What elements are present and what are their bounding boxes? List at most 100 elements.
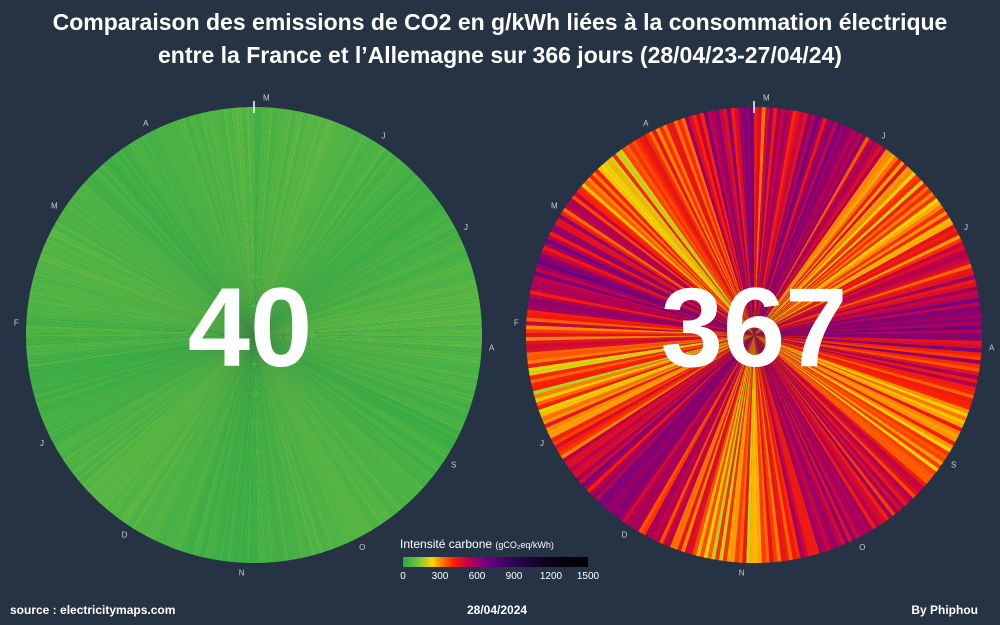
month-label: S bbox=[451, 461, 456, 470]
day-wedge bbox=[552, 335, 754, 446]
day-wedge bbox=[754, 335, 890, 521]
day-wedge bbox=[528, 297, 754, 335]
day-wedge bbox=[526, 335, 754, 357]
day-wedge bbox=[606, 335, 754, 512]
day-wedge bbox=[230, 107, 254, 335]
day-wedge bbox=[254, 335, 270, 563]
day-wedge bbox=[754, 335, 880, 528]
day-wedge bbox=[754, 335, 939, 472]
day-wedge bbox=[648, 131, 754, 335]
day-wedge bbox=[30, 286, 255, 335]
day-wedge bbox=[754, 111, 801, 335]
day-wedge bbox=[250, 106, 255, 336]
day-wedge bbox=[576, 188, 754, 335]
day-wedge bbox=[699, 335, 754, 558]
day-wedge bbox=[254, 335, 402, 512]
day-wedge bbox=[754, 238, 963, 335]
day-wedge bbox=[192, 114, 254, 335]
day-wedge bbox=[254, 290, 479, 335]
day-wedge bbox=[254, 335, 446, 463]
day-wedge bbox=[754, 335, 824, 554]
day-wedge bbox=[754, 198, 939, 335]
day-wedge bbox=[754, 335, 966, 425]
day-wedge bbox=[254, 169, 414, 335]
day-wedge bbox=[688, 115, 754, 335]
month-label: A bbox=[643, 119, 649, 128]
day-wedge bbox=[754, 113, 813, 335]
day-wedge bbox=[218, 335, 254, 561]
day-wedge bbox=[254, 335, 262, 563]
day-wedge bbox=[148, 131, 254, 335]
day-wedge bbox=[254, 163, 408, 335]
day-wedge bbox=[699, 112, 754, 335]
day-wedge bbox=[254, 335, 349, 544]
day-wedge bbox=[754, 282, 977, 335]
day-wedge bbox=[538, 335, 754, 414]
day-wedge bbox=[754, 335, 930, 485]
day-wedge bbox=[538, 256, 754, 335]
color-legend: Intensité carbone (gCO₂eq/kWh) 0 300 600 90… bbox=[390, 537, 610, 589]
month-label: N bbox=[739, 569, 745, 578]
day-wedge bbox=[754, 335, 954, 450]
day-wedge bbox=[118, 149, 254, 335]
day-wedge bbox=[669, 121, 754, 335]
day-wedge bbox=[571, 335, 754, 475]
day-wedge bbox=[92, 335, 254, 499]
day-wedge bbox=[29, 294, 255, 335]
day-wedge bbox=[529, 290, 754, 335]
day-wedge bbox=[609, 335, 754, 514]
day-wedge bbox=[134, 335, 254, 532]
day-wedge bbox=[254, 335, 424, 490]
day-wedge bbox=[754, 297, 980, 335]
day-wedge bbox=[254, 335, 439, 472]
day-wedge bbox=[754, 127, 853, 336]
day-wedge bbox=[754, 335, 790, 561]
legend-unit: (gCO₂eq/kWh) bbox=[495, 540, 554, 550]
day-wedge bbox=[754, 142, 880, 335]
day-wedge bbox=[718, 335, 754, 561]
day-wedge bbox=[754, 166, 911, 335]
day-wedge bbox=[754, 313, 982, 335]
day-wedge bbox=[254, 256, 470, 335]
day-wedge bbox=[62, 335, 254, 463]
day-wedge bbox=[32, 335, 254, 392]
day-wedge bbox=[199, 112, 254, 335]
day-wedge bbox=[67, 201, 254, 335]
day-wedge bbox=[545, 238, 754, 335]
day-wedge bbox=[254, 129, 357, 335]
day-wedge bbox=[680, 335, 754, 553]
day-wedge bbox=[754, 195, 937, 335]
day-wedge bbox=[550, 227, 754, 335]
day-wedge bbox=[625, 144, 754, 335]
day-wedge bbox=[754, 163, 908, 335]
day-wedge bbox=[754, 158, 902, 335]
day-wedge bbox=[138, 136, 254, 335]
day-wedge bbox=[754, 335, 958, 443]
day-wedge bbox=[529, 294, 754, 335]
day-wedge bbox=[754, 169, 914, 335]
day-wedge bbox=[54, 335, 254, 449]
day-wedge bbox=[754, 335, 908, 507]
day-wedge bbox=[34, 271, 254, 335]
day-wedge bbox=[754, 335, 813, 557]
day-wedge bbox=[754, 249, 967, 335]
day-wedge bbox=[254, 335, 380, 528]
day-wedge bbox=[254, 335, 479, 380]
day-wedge bbox=[203, 111, 254, 335]
day-wedge bbox=[684, 335, 754, 554]
day-wedge bbox=[754, 335, 934, 479]
day-wedge bbox=[692, 335, 754, 556]
day-wedge bbox=[592, 335, 754, 499]
day-wedge bbox=[754, 335, 856, 541]
day-wedge bbox=[50, 227, 254, 335]
day-wedge bbox=[29, 290, 254, 335]
title-line-1: Comparaison des emissions de CO2 en g/kW… bbox=[52, 9, 948, 35]
day-wedge bbox=[597, 166, 754, 335]
day-wedge bbox=[754, 185, 930, 335]
day-wedge bbox=[254, 335, 278, 563]
day-wedge bbox=[64, 204, 254, 335]
day-wedge bbox=[29, 335, 255, 376]
day-wedge bbox=[677, 335, 754, 551]
day-wedge bbox=[754, 335, 927, 488]
